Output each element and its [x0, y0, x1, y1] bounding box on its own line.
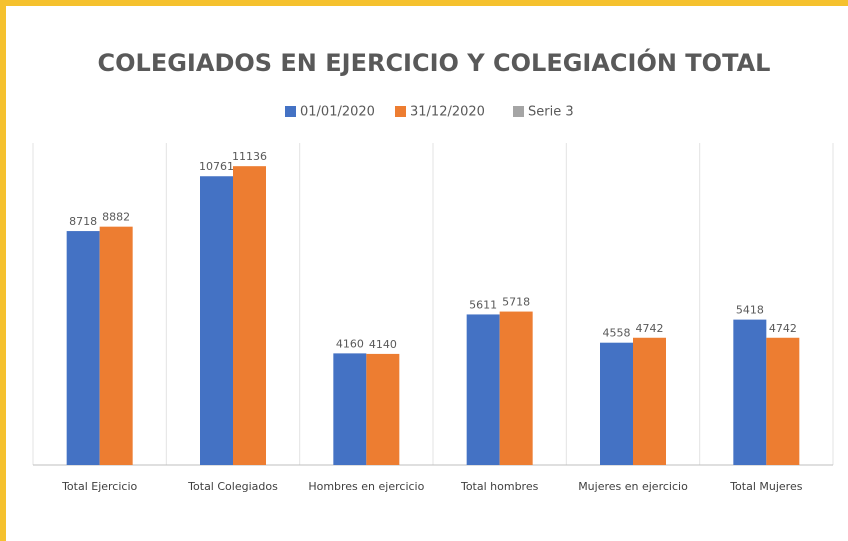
data-label: 4742	[769, 322, 797, 335]
x-tick-label: Total hombres	[460, 480, 539, 493]
x-tick-label: Mujeres en ejercicio	[578, 480, 688, 493]
legend-swatch	[285, 106, 296, 117]
data-label: 8882	[102, 211, 130, 224]
bar	[766, 337, 800, 465]
data-label: 10761	[199, 160, 234, 173]
data-label: 4160	[336, 337, 364, 350]
data-label: 5418	[736, 304, 764, 317]
bar	[66, 231, 100, 465]
x-tick-label: Total Colegiados	[188, 480, 278, 493]
data-label: 4742	[636, 322, 664, 335]
data-label: 5611	[469, 298, 497, 311]
bar	[99, 226, 133, 465]
bar	[499, 311, 533, 465]
legend-label: 01/01/2020	[300, 105, 375, 120]
legend-swatch	[513, 106, 524, 117]
bar	[633, 337, 666, 465]
bar	[200, 176, 233, 465]
legend-swatch	[395, 106, 406, 117]
data-label: 11136	[232, 150, 267, 163]
frame-top	[0, 0, 848, 6]
chart-title: COLEGIADOS EN EJERCICIO Y COLEGIACIÓN TO…	[98, 47, 771, 77]
data-label: 5718	[502, 296, 530, 309]
bar	[600, 342, 633, 465]
x-tick-label: Total Mujeres	[730, 480, 803, 493]
legend-label: 31/12/2020	[410, 105, 485, 120]
x-tick-label: Hombres en ejercicio	[308, 480, 425, 493]
data-label: 4558	[603, 327, 631, 340]
bar	[366, 353, 400, 465]
data-label: 8718	[69, 215, 97, 228]
x-tick-label: Total Ejercicio	[62, 480, 138, 493]
frame-left	[0, 0, 6, 541]
bar	[233, 166, 266, 465]
bar	[733, 319, 767, 465]
legend-label: Serie 3	[528, 105, 574, 120]
data-label: 4140	[369, 338, 397, 351]
bar	[333, 353, 367, 465]
bar	[466, 314, 500, 465]
